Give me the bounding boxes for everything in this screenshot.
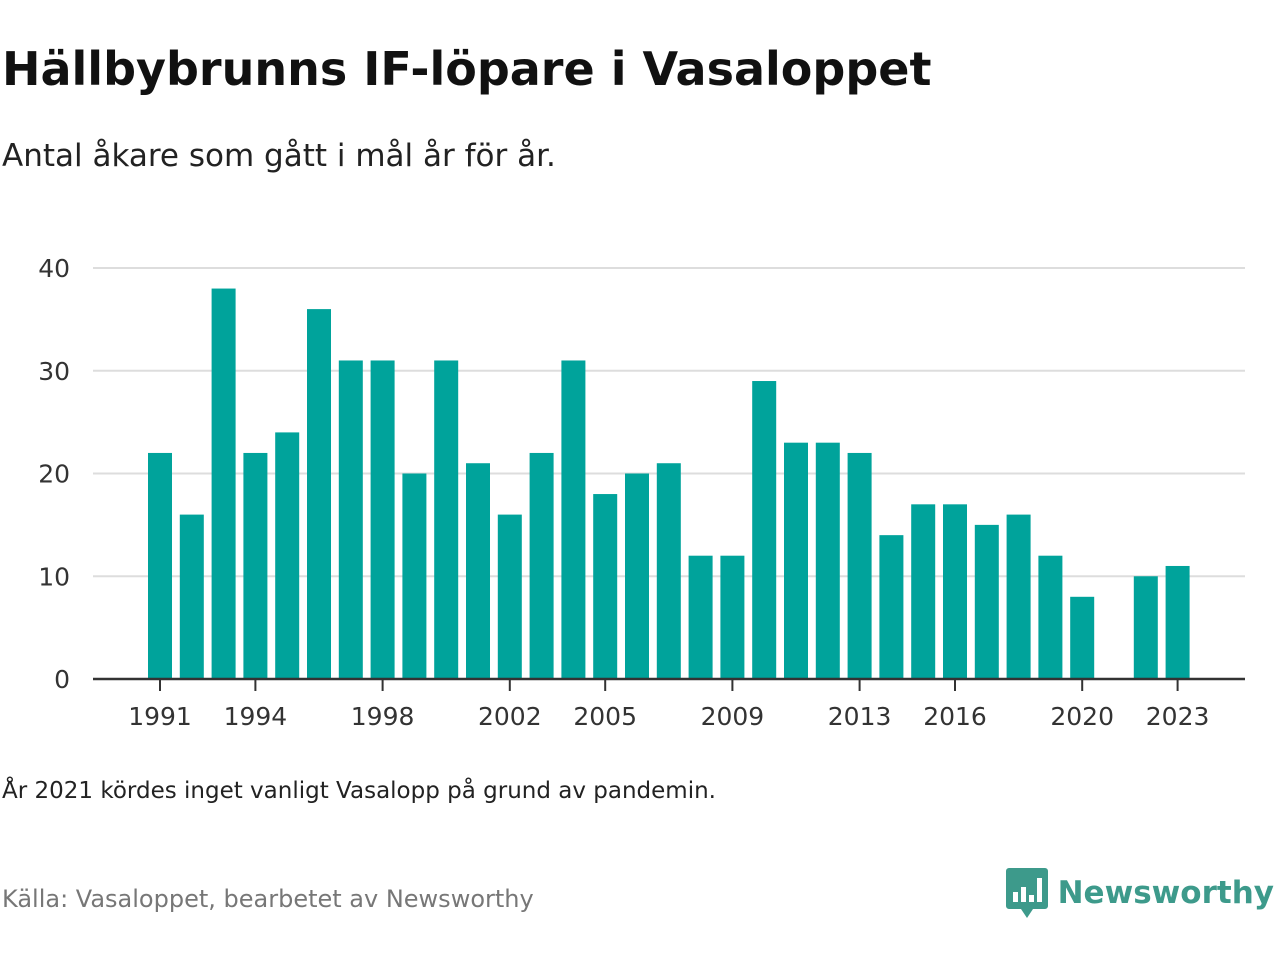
y-tick-label: 40 bbox=[38, 254, 70, 283]
bar-2016 bbox=[943, 504, 967, 679]
bar-1991 bbox=[148, 452, 172, 679]
bar-1998 bbox=[370, 360, 395, 679]
x-tick-label: 2020 bbox=[1050, 702, 1114, 731]
brand-name: Newsworthy bbox=[1057, 875, 1274, 911]
x-tick-label: 2002 bbox=[478, 702, 542, 731]
axes: 0 10 20 30 40 1991 1994 1998 2002 2005 2009 2013 201… bbox=[38, 254, 1245, 731]
bar-1996 bbox=[307, 309, 331, 679]
x-tick-label: 2013 bbox=[828, 702, 892, 731]
bar-2015 bbox=[911, 504, 936, 679]
bar-2013 bbox=[847, 452, 872, 679]
bar-2008 bbox=[688, 555, 713, 679]
chart-note: År 2021 kördes inget vanligt Vasalopp på… bbox=[2, 778, 716, 804]
x-tick-label: 2005 bbox=[573, 702, 637, 731]
bar-1997 bbox=[338, 360, 363, 679]
bars bbox=[148, 288, 1190, 679]
bar-2002 bbox=[497, 514, 522, 679]
bar-2019 bbox=[1038, 555, 1063, 679]
bar-2001 bbox=[466, 463, 490, 679]
bar-2017 bbox=[974, 524, 999, 679]
bar-2003 bbox=[529, 452, 554, 679]
bar-2005 bbox=[593, 494, 618, 679]
bar-1994 bbox=[243, 452, 268, 679]
x-tick-label: 1998 bbox=[351, 702, 415, 731]
bar-1992 bbox=[179, 514, 204, 679]
bar-2020 bbox=[1070, 596, 1095, 679]
bar-2006 bbox=[625, 473, 649, 679]
y-tick-label: 0 bbox=[54, 665, 70, 694]
source-credit: Källa: Vasaloppet, bearbetet av Newswort… bbox=[2, 885, 534, 913]
bar-2018 bbox=[1006, 514, 1031, 679]
x-tick-label: 2023 bbox=[1146, 702, 1210, 731]
bar-2000 bbox=[434, 360, 459, 679]
y-tick-label: 20 bbox=[38, 460, 70, 489]
bar-2023 bbox=[1165, 565, 1190, 679]
bar-2007 bbox=[656, 463, 681, 679]
bar-chart: 0 10 20 30 40 1991 1994 1998 2002 2005 2009 2013 201… bbox=[38, 254, 1245, 731]
bar-1999 bbox=[402, 473, 427, 679]
bar-2004 bbox=[561, 360, 586, 679]
x-tick-label: 2009 bbox=[701, 702, 765, 731]
brand-logo: Newsworthy bbox=[1005, 868, 1274, 918]
chart-title: Hällbybrunns IF-löpare i Vasaloppet bbox=[2, 42, 932, 96]
bar-1995 bbox=[275, 432, 300, 679]
chart-subtitle: Antal åkare som gått i mål år för år. bbox=[2, 138, 556, 174]
x-tick-label: 1991 bbox=[128, 702, 192, 731]
x-tick-label: 1994 bbox=[224, 702, 288, 731]
bar-1993 bbox=[211, 288, 236, 679]
x-tick-label: 2016 bbox=[923, 702, 987, 731]
newsworthy-logo-icon bbox=[1005, 868, 1048, 918]
bar-2010 bbox=[752, 381, 777, 679]
y-tick-label: 10 bbox=[38, 562, 70, 591]
bar-2011 bbox=[784, 442, 808, 679]
bar-2022 bbox=[1133, 576, 1158, 679]
bar-2009 bbox=[720, 555, 745, 679]
bar-2012 bbox=[815, 442, 840, 679]
y-tick-label: 30 bbox=[38, 357, 70, 386]
bar-2014 bbox=[879, 535, 904, 679]
